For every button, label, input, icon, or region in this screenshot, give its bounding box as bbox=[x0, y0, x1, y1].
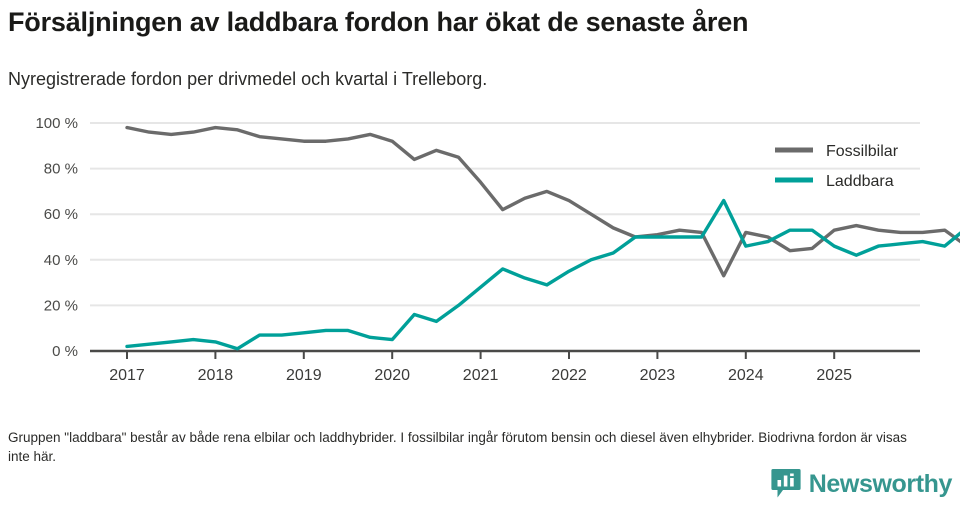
series-line-laddbara bbox=[125, 198, 960, 351]
x-axis-ticks bbox=[126, 351, 836, 359]
y-axis-tick-label: 0 % bbox=[52, 343, 78, 360]
x-axis-tick-label: 2018 bbox=[198, 367, 234, 384]
newsworthy-logo[interactable]: Newsworthy bbox=[771, 468, 952, 500]
gridlines bbox=[90, 122, 920, 353]
line-chart: 0 % 20 % 40 % 60 % 80 % 100 % 2017 2018 2019 202… bbox=[35, 115, 960, 384]
legend-label: Fossilbilar bbox=[826, 143, 899, 160]
y-axis-tick-label: 60 % bbox=[44, 206, 78, 223]
y-axis-tick-label: 80 % bbox=[44, 161, 78, 178]
x-axis-tick-label: 2023 bbox=[640, 367, 676, 384]
y-axis-tick-label: 20 % bbox=[44, 297, 78, 314]
y-axis-tick-label: 40 % bbox=[44, 252, 78, 269]
bar-chart-speech-bubble-icon bbox=[771, 469, 801, 498]
x-axis-tick-label: 2024 bbox=[728, 367, 764, 384]
x-axis-tick-label: 2020 bbox=[374, 367, 410, 384]
x-axis-tick-label: 2022 bbox=[551, 367, 587, 384]
page-title: Försäljningen av laddbara fordon har öka… bbox=[8, 7, 749, 37]
y-axis-labels: 0 % 20 % 40 % 60 % 80 % 100 % bbox=[35, 115, 78, 360]
page-subtitle: Nyregistrerade fordon per drivmedel och … bbox=[8, 69, 488, 89]
x-axis-labels: 2017 2018 2019 2020 2021 2022 2023 2024 2025 bbox=[109, 367, 852, 384]
series-line-fossilbilar bbox=[125, 125, 960, 278]
x-axis-tick-label: 2025 bbox=[816, 367, 852, 384]
series-lines bbox=[125, 125, 960, 351]
logo-wordmark: Newsworthy bbox=[808, 470, 953, 498]
y-axis-tick-label: 100 % bbox=[35, 115, 78, 132]
chart-container: 0 % 20 % 40 % 60 % 80 % 100 % 2017 2018 2019 202… bbox=[0, 108, 960, 393]
x-axis-tick-label: 2019 bbox=[286, 367, 322, 384]
legend-label: Laddbara bbox=[826, 173, 894, 190]
chart-legend: Fossilbilar Laddbara bbox=[775, 143, 899, 190]
footnote: Gruppen "laddbara" består av både rena e… bbox=[8, 430, 907, 464]
x-axis-tick-label: 2021 bbox=[463, 367, 499, 384]
x-axis-tick-label: 2017 bbox=[109, 367, 145, 384]
